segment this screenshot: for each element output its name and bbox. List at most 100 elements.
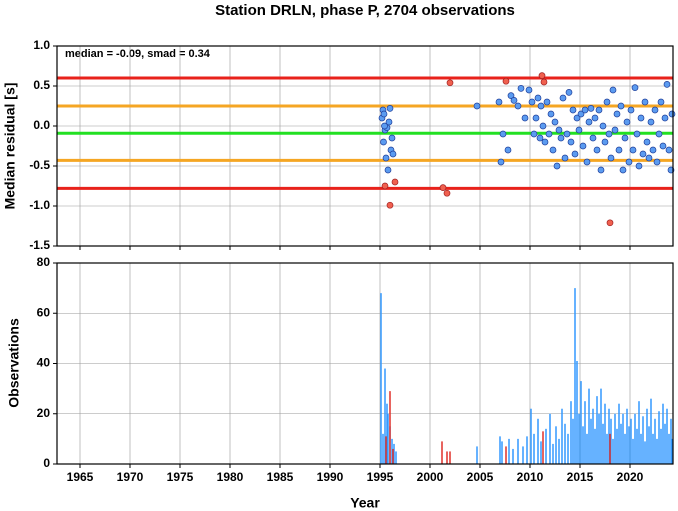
bar [596, 396, 598, 464]
bar [602, 423, 604, 464]
bar [668, 433, 670, 464]
point [517, 85, 525, 92]
x-tick-label: 2005 [467, 470, 494, 484]
bar [505, 446, 507, 464]
bar [542, 431, 544, 464]
bar [594, 428, 596, 464]
point [565, 89, 573, 96]
point [499, 130, 507, 138]
point [579, 142, 587, 150]
bar [612, 438, 614, 464]
point [613, 110, 621, 118]
bar [580, 381, 582, 464]
bar [670, 418, 672, 464]
point [507, 92, 515, 99]
plot-frame [56, 45, 674, 247]
bar [561, 408, 563, 464]
y-tick-label: 0 [43, 456, 50, 470]
bar [555, 426, 557, 464]
point [473, 102, 481, 110]
x-tick-label: 1985 [267, 470, 294, 484]
point [559, 94, 567, 102]
bar [526, 436, 528, 464]
bar [620, 423, 622, 464]
point [532, 114, 540, 122]
point [386, 105, 394, 112]
bar [567, 433, 569, 464]
bar [626, 408, 628, 464]
point [627, 106, 635, 114]
point [549, 146, 557, 154]
bar [610, 418, 612, 464]
point [597, 166, 605, 174]
point [657, 98, 665, 106]
point [585, 118, 593, 126]
point [380, 138, 387, 146]
point [599, 122, 607, 130]
bar [646, 408, 648, 464]
bar [476, 446, 478, 464]
point [537, 102, 545, 110]
point [384, 166, 392, 174]
point [619, 166, 627, 174]
y-axis-label: Observations [6, 318, 22, 408]
bar [382, 433, 384, 464]
y-tick-label: 0.0 [33, 118, 50, 132]
point [555, 126, 563, 134]
bar [590, 418, 592, 464]
point [528, 98, 536, 106]
y-tick-label: -0.5 [29, 158, 50, 172]
point [593, 146, 601, 154]
bar [552, 443, 554, 464]
bar [380, 293, 382, 464]
point [641, 98, 649, 106]
point [577, 110, 585, 118]
point [637, 114, 645, 122]
point [521, 114, 529, 122]
y-tick-label: 20 [37, 406, 51, 420]
bar [671, 438, 673, 464]
x-tick-label: 1980 [217, 470, 244, 484]
x-tick-label: 2000 [417, 470, 444, 484]
bar [660, 428, 662, 464]
bar [517, 438, 519, 464]
point [668, 110, 676, 118]
y-tick-label: 80 [37, 255, 51, 269]
bar [574, 288, 576, 464]
point [615, 146, 623, 154]
bar [386, 403, 388, 464]
x-tick-label: 1975 [167, 470, 194, 484]
bar [608, 408, 610, 464]
point [545, 130, 553, 138]
bar [392, 448, 394, 464]
point [595, 106, 603, 114]
point [591, 114, 599, 122]
bar [628, 426, 630, 464]
point [385, 118, 393, 126]
bar [592, 408, 594, 464]
point [643, 138, 651, 146]
bar [584, 401, 586, 464]
point [551, 118, 559, 126]
point [617, 102, 625, 110]
bar [545, 428, 547, 464]
point [575, 126, 583, 134]
y-tick-label: 60 [37, 305, 51, 319]
y-tick-label: 0.5 [33, 78, 50, 92]
point [587, 105, 595, 112]
point [553, 162, 561, 170]
point [571, 150, 579, 158]
point [623, 118, 631, 126]
point [504, 146, 512, 154]
annotation: median = -0.09, smad = 0.34 [65, 48, 211, 60]
x-tick-label: 1970 [117, 470, 144, 484]
x-axis-label: Year [350, 495, 380, 511]
point [386, 201, 394, 209]
point [581, 106, 589, 114]
point [497, 158, 505, 166]
point [639, 150, 647, 158]
point [380, 110, 388, 118]
point [629, 146, 637, 154]
bar [530, 408, 532, 464]
point [583, 158, 591, 166]
